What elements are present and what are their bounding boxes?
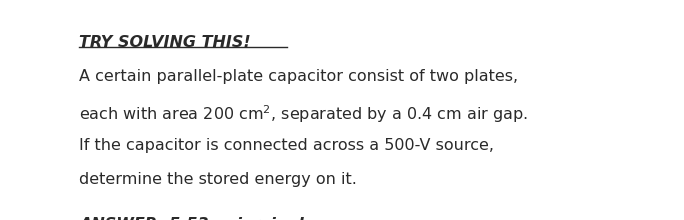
Text: ANSWER: 5·53  microjoule: ANSWER: 5·53 microjoule [79,217,314,220]
Text: each with area 200 cm$^2$, separated by a 0.4 cm air gap.: each with area 200 cm$^2$, separated by … [79,103,527,125]
Text: determine the stored energy on it.: determine the stored energy on it. [79,172,356,187]
Text: If the capacitor is connected across a 500-V source,: If the capacitor is connected across a 5… [79,138,494,152]
Text: A certain parallel-plate capacitor consist of two plates,: A certain parallel-plate capacitor consi… [79,69,518,84]
Text: TRY SOLVING THIS!: TRY SOLVING THIS! [79,35,250,50]
